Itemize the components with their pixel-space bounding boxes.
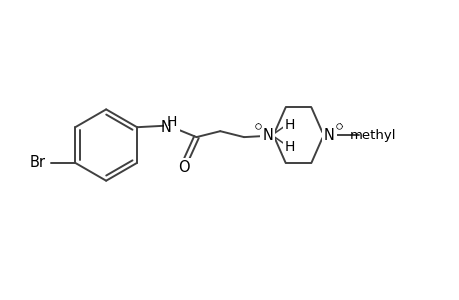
Text: H: H: [284, 140, 294, 154]
Text: +: +: [254, 122, 261, 131]
Text: O: O: [178, 160, 189, 175]
Text: N: N: [323, 128, 334, 142]
Text: methyl: methyl: [349, 129, 395, 142]
Text: N: N: [262, 128, 273, 142]
Text: N: N: [160, 120, 171, 135]
Text: H: H: [166, 115, 177, 129]
Text: H: H: [284, 118, 294, 132]
Text: +: +: [335, 122, 342, 131]
Text: Br: Br: [29, 155, 45, 170]
